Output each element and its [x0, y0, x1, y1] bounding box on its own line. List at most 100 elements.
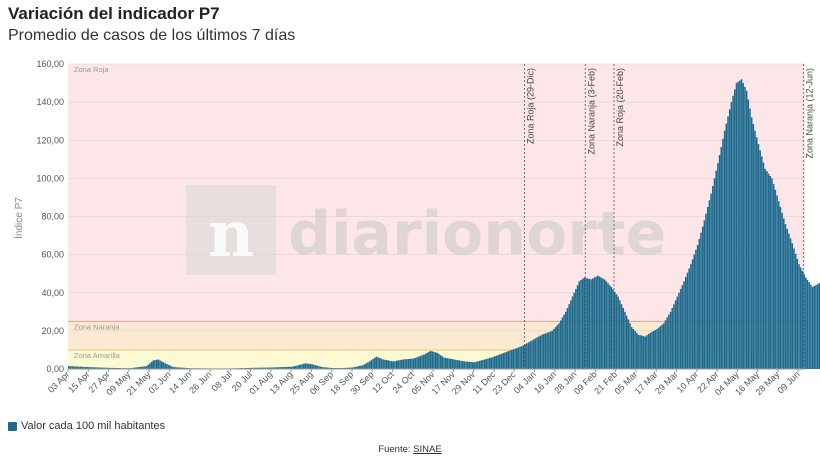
bar	[314, 365, 317, 369]
bar	[805, 277, 807, 369]
bar	[718, 155, 721, 369]
bar	[444, 357, 447, 369]
bar	[370, 360, 373, 369]
bar	[387, 360, 390, 369]
bar	[536, 337, 538, 369]
x-tick-label: 26 Jun	[187, 369, 213, 395]
bar	[73, 366, 75, 369]
bar	[91, 367, 94, 369]
y-tick-label: 20,00	[41, 326, 64, 336]
bar	[167, 364, 170, 369]
bar	[816, 284, 819, 369]
bar	[152, 360, 155, 369]
bar	[472, 362, 474, 369]
bar	[351, 367, 354, 369]
bar	[666, 317, 668, 369]
bar	[575, 288, 577, 369]
bar	[88, 367, 90, 369]
bar	[302, 363, 305, 369]
bar	[426, 352, 428, 369]
bar	[443, 357, 445, 369]
bar	[100, 367, 102, 369]
bar	[613, 291, 616, 369]
bar	[461, 361, 464, 369]
bar	[292, 366, 295, 369]
x-tick-label: 23 Dec	[490, 369, 518, 397]
bar	[757, 144, 760, 369]
bar	[159, 360, 161, 369]
bar	[394, 361, 396, 369]
bar	[421, 355, 423, 369]
legend[interactable]: Valor cada 100 mil habitantes	[8, 420, 165, 432]
y-tick-label: 40,00	[41, 288, 64, 298]
bar	[147, 364, 150, 369]
source-link[interactable]: SINAE	[413, 444, 442, 455]
bar	[605, 281, 608, 369]
bar	[602, 278, 604, 369]
bar	[368, 361, 371, 370]
bar	[402, 359, 405, 369]
bar	[422, 354, 425, 369]
bar	[651, 331, 653, 369]
bar	[608, 285, 611, 370]
bar	[304, 363, 307, 369]
bar	[362, 365, 364, 369]
bar	[619, 300, 621, 370]
bar	[406, 359, 408, 369]
bar	[113, 367, 116, 369]
bar	[720, 146, 723, 369]
bar	[673, 304, 675, 369]
bar	[176, 367, 178, 369]
bar	[647, 334, 650, 369]
bar	[695, 249, 697, 369]
bar	[813, 286, 816, 369]
bar	[326, 367, 329, 369]
bar	[111, 367, 114, 369]
bar	[502, 353, 504, 369]
bar	[769, 175, 772, 369]
bar	[412, 358, 415, 369]
bar	[644, 336, 646, 369]
bar	[316, 365, 319, 369]
bar	[578, 281, 581, 369]
bar	[473, 362, 476, 369]
bar	[407, 358, 410, 369]
bar	[683, 281, 685, 369]
bar	[106, 367, 109, 369]
bar	[389, 360, 391, 369]
bar	[493, 356, 496, 369]
bar	[478, 360, 481, 369]
bar	[517, 347, 520, 369]
bar	[488, 358, 491, 369]
bar	[287, 366, 290, 369]
bar	[534, 338, 537, 369]
bar	[592, 278, 594, 369]
bar	[632, 328, 635, 369]
bar	[541, 334, 543, 369]
bar	[529, 341, 532, 369]
bar	[428, 351, 430, 369]
bar	[767, 173, 770, 369]
bar	[150, 361, 153, 369]
bar	[749, 108, 751, 369]
bar	[162, 362, 165, 369]
bar	[390, 361, 393, 369]
bar	[580, 280, 582, 369]
bar	[796, 258, 799, 369]
bar	[460, 360, 462, 369]
bar	[583, 277, 586, 369]
bar	[105, 367, 107, 369]
bar	[475, 361, 477, 369]
bar	[74, 366, 77, 369]
bar	[177, 367, 180, 369]
bar	[504, 352, 506, 369]
bar	[265, 367, 268, 369]
bar	[669, 311, 672, 369]
bar	[71, 366, 73, 369]
bar	[257, 367, 259, 369]
bar	[725, 123, 728, 369]
bar	[404, 359, 406, 369]
bar	[527, 342, 530, 369]
bar	[330, 367, 332, 369]
bar	[384, 359, 386, 369]
